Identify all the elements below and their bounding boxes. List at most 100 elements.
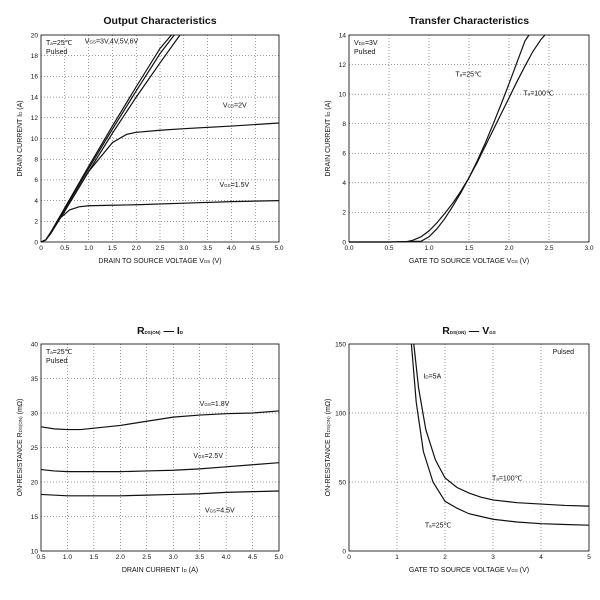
plot-frame (40, 34, 280, 243)
y-tick-label: 30 (31, 410, 39, 417)
curve-label: VGS=3V,4V,5V,6V (85, 38, 139, 45)
x-tick-label: 1.0 (63, 554, 72, 561)
y-tick-label: 150 (335, 341, 346, 348)
x-tick-label: 1.0 (424, 245, 433, 252)
chart-title: Output Characteristics (103, 15, 216, 27)
curve-label: Ta=25℃ (455, 71, 482, 78)
x-tick-label: 3.5 (203, 245, 212, 252)
y-tick-label: 14 (31, 94, 39, 101)
curve-label: VGS=1.8V (200, 401, 230, 408)
x-tick-label: 0.5 (384, 245, 393, 252)
y-tick-label: 20 (31, 479, 39, 486)
y-tick-label: 40 (31, 341, 39, 348)
x-tick-label: 4.5 (251, 245, 260, 252)
plot-frame (348, 343, 590, 552)
y-tick-label: 8 (342, 121, 346, 128)
curve-label: Ta=100℃ (492, 476, 523, 483)
y-axis-label: DRAIN CURRENT ID (A) (17, 100, 24, 176)
x-tick-label: 0.5 (60, 245, 69, 252)
x-tick-label: 4.0 (222, 554, 231, 561)
y-tick-label: 2 (342, 210, 346, 217)
chart-3: RDS(ON) — ID 0.5 1.0 1.5 2.0 2.5 3.0 3.5 4.0 4.5 5… (17, 325, 284, 574)
series-line (40, 200, 280, 243)
y-tick-label: 12 (339, 62, 347, 69)
x-tick-label: 3.0 (179, 245, 188, 252)
chart-title: RDS(ON) — VGS (442, 325, 495, 337)
x-tick-label: 1.5 (108, 245, 117, 252)
chart-note: Pulsed (46, 358, 68, 365)
x-tick-label: 3 (491, 554, 495, 561)
x-tick-label: 4.0 (227, 245, 236, 252)
y-tick-label: 50 (339, 479, 347, 486)
curve-label: VGS=1.5V (220, 182, 250, 189)
y-tick-label: 25 (31, 445, 39, 452)
chart-note: VDS=3V (354, 40, 378, 47)
x-tick-label: 2.5 (155, 245, 164, 252)
x-tick-label: 2 (443, 554, 447, 561)
curve-label: VGS=2.5V (193, 453, 223, 460)
y-axis-label: ON-RESISTANCE RDS(ON) (mΩ) (325, 399, 332, 497)
y-tick-label: 20 (31, 32, 39, 39)
x-tick-label: 2.0 (504, 245, 513, 252)
x-tick-label: 1 (395, 554, 399, 561)
chart-note: Pulsed (46, 49, 68, 56)
curve-label: VGS=4.5V (205, 507, 235, 514)
y-tick-label: 0 (342, 548, 346, 555)
y-tick-label: 6 (342, 151, 346, 158)
chart-note: Pulsed (354, 49, 376, 56)
y-tick-label: 10 (31, 548, 39, 555)
chart-title: Transfer Characteristics (409, 15, 529, 27)
x-tick-label: 1.5 (89, 554, 98, 561)
x-axis-label: DRAIN CURRENT ID (A) (122, 567, 198, 574)
series-line (40, 490, 280, 497)
x-tick-label: 0 (347, 554, 351, 561)
series-line (40, 410, 280, 431)
y-tick-label: 0 (342, 239, 346, 246)
y-tick-label: 18 (31, 53, 39, 60)
x-tick-label: 3.5 (195, 554, 204, 561)
y-tick-label: 14 (339, 32, 347, 39)
curve-label: VGS=2V (223, 102, 247, 109)
curve-label: ID=5A (423, 374, 441, 381)
series-line (349, 34, 546, 243)
chart-2: Transfer Characteristics 0.0 0.5 1.0 1.5 2.0 2… (325, 15, 594, 265)
x-tick-label: 1.0 (84, 245, 93, 252)
series-line (410, 343, 590, 526)
x-axis-label: GATE TO SOURCE VOLTAGE VGS (V) (409, 258, 529, 265)
y-tick-label: 12 (31, 115, 39, 122)
y-tick-label: 8 (34, 157, 38, 164)
x-tick-label: 4 (539, 554, 543, 561)
y-tick-label: 10 (339, 91, 347, 98)
x-tick-label: 5.0 (274, 245, 283, 252)
y-axis-label: ON-RESISTANCE RDS(ON) (mΩ) (17, 399, 24, 497)
chart-note: Ta=25℃ (46, 40, 73, 47)
x-tick-label: 5 (587, 554, 591, 561)
x-tick-label: 5.0 (274, 554, 283, 561)
series-line (349, 34, 530, 243)
y-tick-label: 4 (34, 198, 38, 205)
plot-frame (348, 34, 590, 243)
x-axis-label: GATE TO SOURCE VOLTAGE VGS (V) (409, 567, 529, 574)
x-tick-label: 0.0 (344, 245, 353, 252)
x-tick-label: 0 (39, 245, 43, 252)
y-tick-label: 10 (31, 136, 39, 143)
y-tick-label: 2 (34, 219, 38, 226)
y-tick-label: 4 (342, 180, 346, 187)
x-tick-label: 0.5 (36, 554, 45, 561)
y-tick-label: 100 (335, 410, 346, 417)
x-tick-label: 2.5 (142, 554, 151, 561)
x-tick-label: 2.5 (544, 245, 553, 252)
chart-note: Pulsed (553, 349, 575, 356)
chart-1: Output Characteristics 0 0.5 1.0 1.5 2.0 2.5 3.… (17, 15, 284, 265)
plot-frame (40, 343, 280, 552)
y-axis-label: DRAIN CURRENT ID (A) (325, 100, 332, 176)
chart-note: Ta=25℃ (46, 349, 73, 356)
x-tick-label: 3.0 (169, 554, 178, 561)
y-tick-label: 6 (34, 177, 38, 184)
series-line (413, 343, 590, 507)
series-line (40, 462, 280, 473)
x-tick-label: 2.0 (116, 554, 125, 561)
y-tick-label: 35 (31, 376, 39, 383)
